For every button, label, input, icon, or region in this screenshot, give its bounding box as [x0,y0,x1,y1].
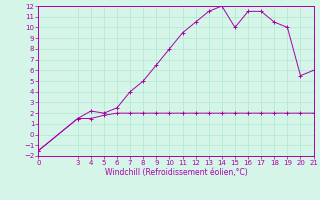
X-axis label: Windchill (Refroidissement éolien,°C): Windchill (Refroidissement éolien,°C) [105,168,247,177]
